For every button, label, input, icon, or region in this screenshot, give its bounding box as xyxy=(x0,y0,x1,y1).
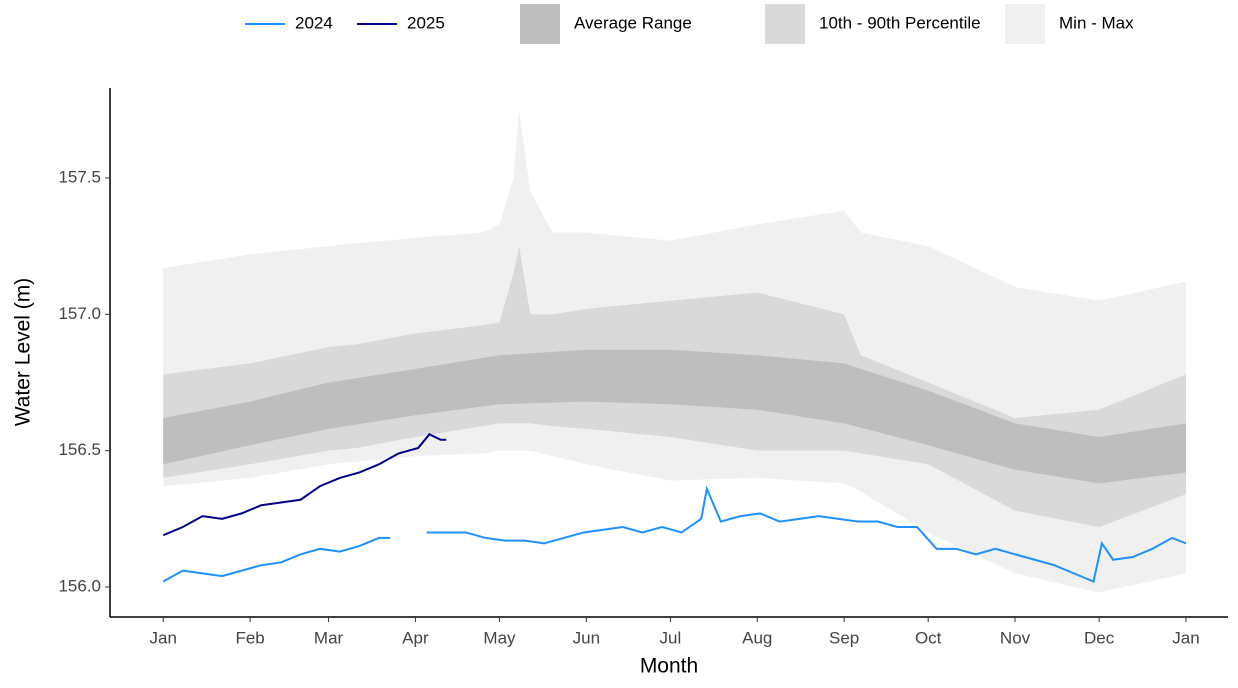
x-tick-label: Jan xyxy=(150,628,177,647)
line xyxy=(162,485,1187,583)
x-tick-label: Oct xyxy=(915,628,942,647)
x-tick-label: Apr xyxy=(402,628,429,647)
line xyxy=(162,433,447,537)
legend-label: Average Range xyxy=(574,13,692,32)
legend-label: 2024 xyxy=(295,13,333,32)
legend-key xyxy=(1005,4,1045,44)
x-axis-label: Month xyxy=(640,655,698,678)
x-tick-label: Aug xyxy=(742,628,772,647)
band xyxy=(163,349,1186,484)
x-tick-label: Sep xyxy=(829,628,859,647)
legend-label: Min - Max xyxy=(1059,13,1134,32)
x-tick-label: Dec xyxy=(1084,628,1115,647)
x-tick-label: Jun xyxy=(573,628,600,647)
x-tick-label: May xyxy=(483,628,516,647)
legend-key xyxy=(765,4,805,44)
y-tick-label: 157.5 xyxy=(58,167,101,186)
y-tick-label: 156.0 xyxy=(58,576,101,595)
x-tick-label: Jul xyxy=(660,628,682,647)
legend-label: 10th - 90th Percentile xyxy=(819,13,981,32)
legend-label: 2025 xyxy=(407,13,445,32)
x-tick-label: Nov xyxy=(1000,628,1031,647)
legend-key xyxy=(520,4,560,44)
x-tick-label: Feb xyxy=(235,628,264,647)
x-tick-label: Mar xyxy=(314,628,344,647)
y-axis-label: Water Level (m) xyxy=(12,278,35,427)
y-tick-label: 156.5 xyxy=(58,440,101,459)
x-tick-label: Jan xyxy=(1172,628,1199,647)
y-tick-label: 157.0 xyxy=(58,304,101,323)
